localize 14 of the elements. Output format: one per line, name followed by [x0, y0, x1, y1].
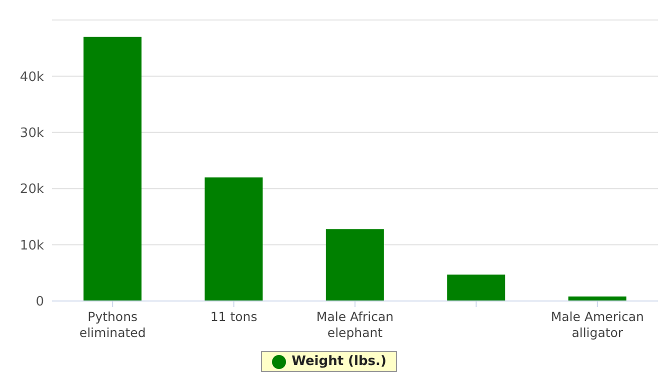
- bar: [326, 229, 384, 301]
- bar: [204, 177, 263, 301]
- bar: [84, 36, 142, 301]
- y-tick-label: 20k: [20, 182, 44, 198]
- x-tick-label: Pythons eliminated: [79, 309, 146, 340]
- legend-label: Weight (lbs.): [290, 354, 386, 369]
- bar: [447, 274, 506, 301]
- y-tick-label: 10k: [20, 238, 44, 254]
- y-tick-label: 40k: [20, 70, 44, 85]
- x-tick-label: 11 tons: [210, 309, 258, 324]
- y-tick-label: 30k: [20, 126, 44, 142]
- x-tick-label: Male American alligator: [550, 309, 644, 340]
- x-tick-label: Male African elephant: [316, 309, 394, 340]
- y-tick-label: 0: [36, 294, 44, 310]
